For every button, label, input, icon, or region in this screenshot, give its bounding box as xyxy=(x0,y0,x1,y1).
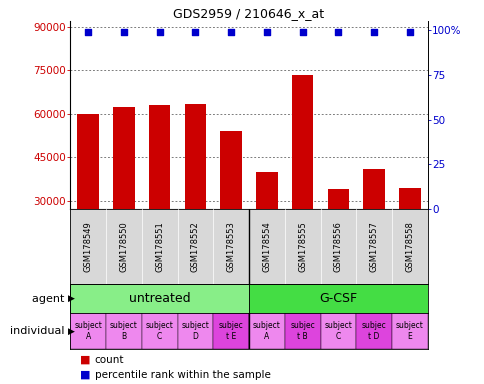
Text: subject
D: subject D xyxy=(181,321,209,341)
Bar xyxy=(391,313,427,349)
Text: count: count xyxy=(94,355,124,365)
Text: ▶: ▶ xyxy=(68,294,75,303)
Text: individual: individual xyxy=(10,326,68,336)
Bar xyxy=(184,104,206,288)
Text: subject
C: subject C xyxy=(324,321,351,341)
Bar xyxy=(284,313,320,349)
Bar xyxy=(320,313,356,349)
Text: GSM178558: GSM178558 xyxy=(405,221,413,272)
Point xyxy=(227,29,235,35)
Point xyxy=(120,29,128,35)
Point xyxy=(262,29,270,35)
Text: GSM178557: GSM178557 xyxy=(369,221,378,272)
Text: ■: ■ xyxy=(80,355,91,365)
Text: subject
B: subject B xyxy=(110,321,137,341)
Bar xyxy=(256,172,277,288)
Bar xyxy=(77,114,99,288)
Text: GSM178556: GSM178556 xyxy=(333,221,342,272)
Text: subject
E: subject E xyxy=(395,321,423,341)
Bar xyxy=(70,284,249,313)
Bar xyxy=(249,313,284,349)
Bar xyxy=(113,106,135,288)
Text: ▶: ▶ xyxy=(68,327,75,336)
Text: untreated: untreated xyxy=(129,292,190,305)
Point xyxy=(369,29,377,35)
Bar xyxy=(213,313,249,349)
Text: percentile rank within the sample: percentile rank within the sample xyxy=(94,370,270,380)
Bar xyxy=(291,74,313,288)
Text: subject
A: subject A xyxy=(74,321,102,341)
Point xyxy=(155,29,163,35)
Text: GSM178550: GSM178550 xyxy=(119,221,128,272)
Text: GSM178552: GSM178552 xyxy=(191,221,199,272)
Text: GSM178555: GSM178555 xyxy=(298,221,306,272)
Point xyxy=(298,29,306,35)
Point xyxy=(191,29,199,35)
Bar xyxy=(177,313,213,349)
Bar xyxy=(106,313,141,349)
Bar xyxy=(249,284,427,313)
Text: subject
C: subject C xyxy=(146,321,173,341)
Text: ■: ■ xyxy=(80,370,91,380)
Text: subject
A: subject A xyxy=(253,321,280,341)
Bar xyxy=(141,313,177,349)
Text: subjec
t D: subjec t D xyxy=(361,321,386,341)
Text: subjec
t B: subjec t B xyxy=(290,321,315,341)
Bar xyxy=(356,313,391,349)
Point xyxy=(334,29,342,35)
Text: GSM178553: GSM178553 xyxy=(226,221,235,272)
Point xyxy=(84,29,92,35)
Text: subjec
t E: subjec t E xyxy=(218,321,243,341)
Text: GSM178554: GSM178554 xyxy=(262,221,271,272)
Bar xyxy=(70,313,106,349)
Title: GDS2959 / 210646_x_at: GDS2959 / 210646_x_at xyxy=(173,7,324,20)
Text: GSM178551: GSM178551 xyxy=(155,221,164,272)
Bar xyxy=(363,169,384,288)
Text: G-CSF: G-CSF xyxy=(318,292,357,305)
Bar xyxy=(220,131,242,288)
Bar xyxy=(398,187,420,288)
Bar xyxy=(149,105,170,288)
Point xyxy=(405,29,413,35)
Text: GSM178549: GSM178549 xyxy=(84,221,92,272)
Bar xyxy=(327,189,348,288)
Text: agent: agent xyxy=(32,293,68,304)
